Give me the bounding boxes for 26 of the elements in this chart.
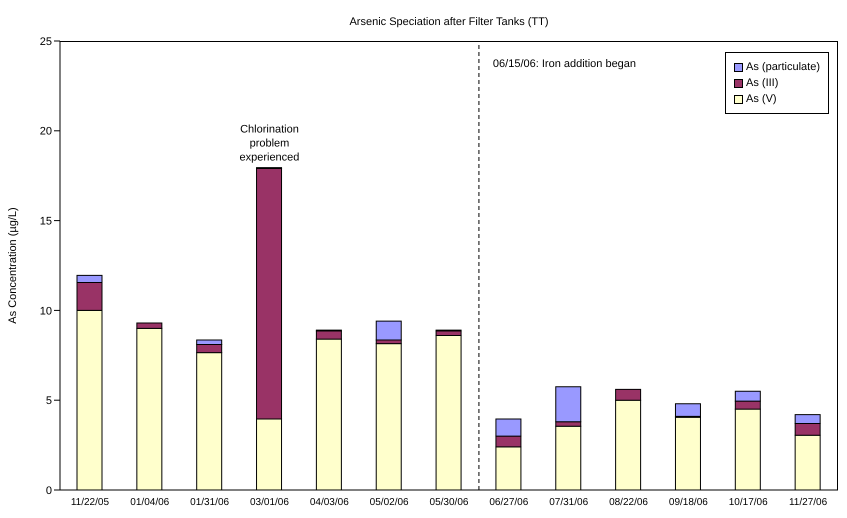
y-axis-title: As Concentration (µg/L) <box>6 207 19 324</box>
x-tick-label: 01/31/06 <box>190 497 230 508</box>
x-tick-label: 04/03/06 <box>310 497 350 508</box>
x-tick-label: 05/02/06 <box>370 497 410 508</box>
x-tick-label: 10/17/06 <box>728 497 768 508</box>
y-tick-label: 20 <box>40 126 52 138</box>
annotation: 06/15/06: Iron addition began <box>492 58 636 70</box>
legend-label: As (particulate) <box>746 61 820 73</box>
x-tick-label: 09/18/06 <box>668 497 708 508</box>
y-tick-label: 25 <box>40 36 52 48</box>
x-tick-label: 03/01/06 <box>250 497 290 508</box>
y-tick-label: 0 <box>46 484 52 497</box>
x-tick-label: 07/31/06 <box>549 497 589 508</box>
x-tick-label: 08/22/06 <box>609 497 648 508</box>
legend-label: As (III) <box>746 77 778 89</box>
x-tick-label: 05/30/06 <box>430 497 469 508</box>
y-tick-label: 10 <box>40 305 52 318</box>
chart-title: Arsenic Speciation after Filter Tanks (TT) <box>348 16 550 28</box>
annotation: Chlorination problem experienced <box>239 124 300 164</box>
x-tick-label: 11/22/05 <box>70 497 110 508</box>
legend-label: As (V) <box>746 93 777 105</box>
y-tick-label: 5 <box>46 395 52 408</box>
y-tick-label: 15 <box>40 216 52 228</box>
x-tick-label: 06/27/06 <box>489 497 529 508</box>
x-tick-label: 11/27/06 <box>788 497 828 508</box>
x-tick-label: 01/04/06 <box>130 497 170 508</box>
